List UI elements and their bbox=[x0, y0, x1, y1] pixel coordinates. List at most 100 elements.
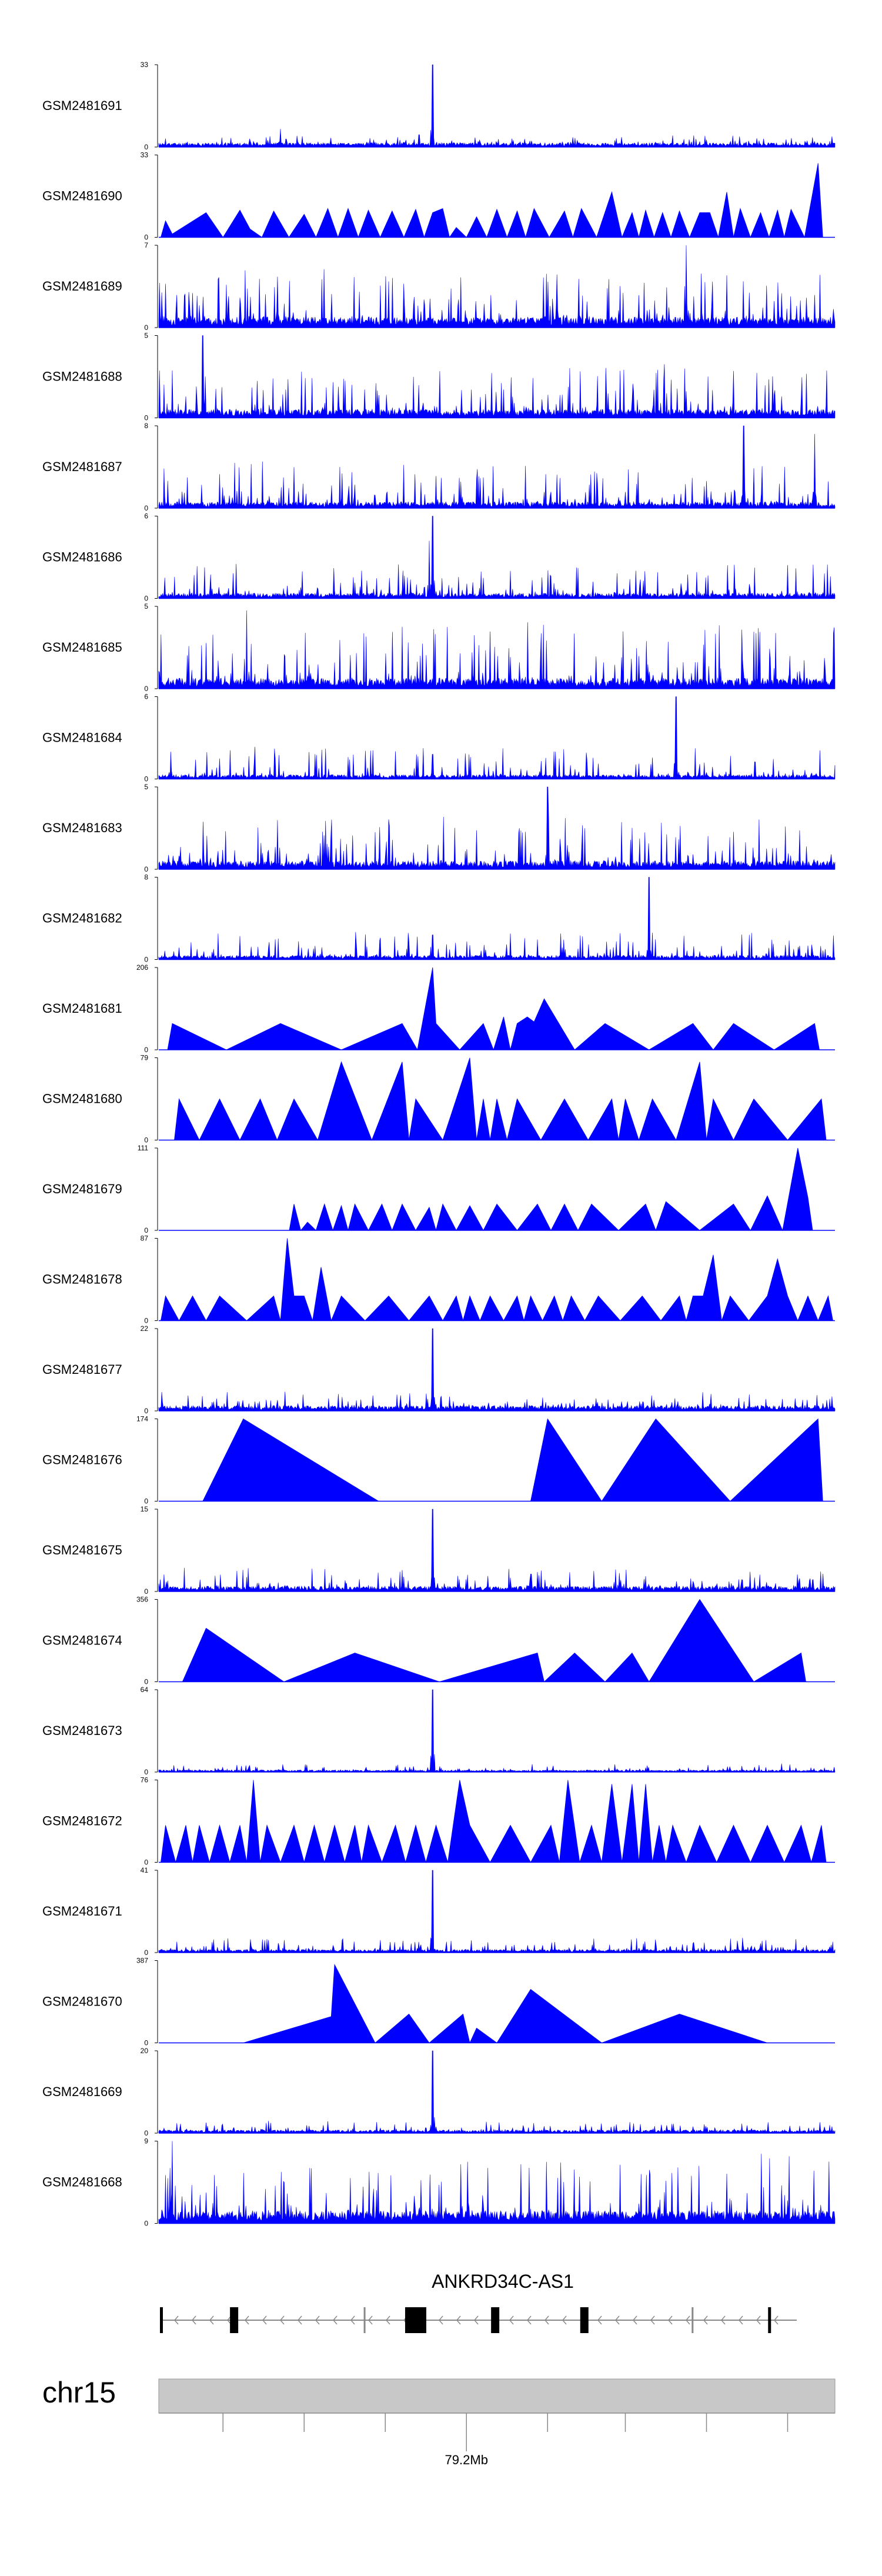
strand-chevron bbox=[262, 2315, 267, 2325]
track-label: GSM2481682 bbox=[42, 911, 122, 926]
y-max-label: 8 bbox=[144, 873, 148, 882]
signal-area bbox=[158, 610, 836, 689]
strand-chevron bbox=[386, 2315, 390, 2325]
track-GSM2481689: GSM2481689 7 0 bbox=[42, 241, 836, 332]
track-GSM2481683: GSM2481683 5 0 bbox=[42, 783, 836, 873]
signal-area bbox=[158, 516, 836, 599]
track-GSM2481669: GSM2481669 20 0 bbox=[42, 2047, 836, 2137]
track-label: GSM2481670 bbox=[42, 1994, 122, 2009]
y-max-label: 8 bbox=[144, 422, 148, 430]
chromosome-band bbox=[158, 2378, 836, 2414]
signal-area bbox=[158, 2141, 836, 2224]
track-GSM2481688: GSM2481688 5 0 bbox=[42, 332, 836, 422]
track-label: GSM2481675 bbox=[42, 1543, 122, 1557]
track-label: GSM2481677 bbox=[42, 1362, 122, 1377]
track-label: GSM2481678 bbox=[42, 1272, 122, 1287]
y-max-label: 76 bbox=[141, 1776, 149, 1784]
y-max-label: 87 bbox=[141, 1234, 149, 1243]
strand-chevron bbox=[192, 2315, 196, 2325]
track-GSM2481691: GSM2481691 33 0 bbox=[42, 61, 836, 151]
strand-chevron bbox=[739, 2315, 743, 2325]
signal-area bbox=[158, 335, 836, 418]
signal-area bbox=[158, 1328, 836, 1412]
track-GSM2481675: GSM2481675 15 0 bbox=[42, 1505, 836, 1596]
strand-chevron bbox=[333, 2315, 338, 2325]
strand-chevron bbox=[280, 2315, 285, 2325]
y-max-label: 22 bbox=[141, 1324, 149, 1333]
y-max-label: 33 bbox=[141, 151, 149, 159]
track-GSM2481687: GSM2481687 8 0 bbox=[42, 422, 836, 512]
strand-chevron bbox=[439, 2315, 443, 2325]
signal-area bbox=[158, 696, 836, 779]
strand-chevron bbox=[756, 2315, 761, 2325]
y-min-label: 0 bbox=[144, 143, 148, 151]
track-label: GSM2481676 bbox=[42, 1453, 122, 1467]
strand-chevron bbox=[245, 2315, 249, 2325]
track-GSM2481674: GSM2481674 356 0 bbox=[42, 1596, 835, 1686]
track-GSM2481671: GSM2481671 41 0 bbox=[42, 1866, 836, 1957]
signal-area bbox=[158, 2050, 836, 2134]
track-GSM2481668: GSM2481668 9 0 bbox=[42, 2137, 836, 2228]
y-min-label: 0 bbox=[144, 2220, 148, 2228]
track-GSM2481685: GSM2481685 5 0 bbox=[42, 602, 836, 693]
strand-chevron bbox=[209, 2315, 214, 2325]
track-GSM2481680: GSM2481680 79 0 bbox=[42, 1054, 835, 1144]
track-label: GSM2481691 bbox=[42, 98, 122, 113]
track-label: GSM2481668 bbox=[42, 2175, 122, 2190]
strand-chevron bbox=[368, 2315, 373, 2325]
signal-area bbox=[289, 1147, 813, 1232]
track-label: GSM2481684 bbox=[42, 730, 122, 745]
signal-area bbox=[158, 786, 836, 870]
y-min-label: 0 bbox=[144, 685, 148, 693]
y-min-label: 0 bbox=[144, 2129, 148, 2137]
track-label: GSM2481674 bbox=[42, 1633, 122, 1648]
strand-chevron bbox=[721, 2315, 726, 2325]
signal-area bbox=[167, 967, 820, 1051]
gene-exon bbox=[768, 2307, 771, 2333]
signal-area bbox=[174, 1057, 827, 1141]
track-GSM2481681: GSM2481681 206 0 bbox=[42, 963, 835, 1054]
signal-area bbox=[158, 1870, 836, 1953]
track-label: GSM2481673 bbox=[42, 1723, 122, 1738]
strand-chevron bbox=[474, 2315, 479, 2325]
track-GSM2481677: GSM2481677 22 0 bbox=[42, 1324, 836, 1415]
track-GSM2481672: GSM2481672 76 0 bbox=[42, 1776, 835, 1867]
track-label: GSM2481671 bbox=[42, 1904, 122, 1918]
y-max-label: 206 bbox=[136, 963, 148, 972]
strand-chevron bbox=[350, 2315, 355, 2325]
strand-chevron bbox=[774, 2315, 779, 2325]
gene-track: ANKRD34C-AS1 bbox=[160, 2271, 797, 2333]
y-min-label: 0 bbox=[144, 504, 148, 512]
y-max-label: 5 bbox=[144, 332, 148, 340]
y-min-label: 0 bbox=[144, 414, 148, 422]
track-GSM2481682: GSM2481682 8 0 bbox=[42, 873, 836, 964]
y-min-label: 0 bbox=[144, 775, 148, 783]
strand-chevron bbox=[315, 2315, 320, 2325]
track-label: GSM2481685 bbox=[42, 640, 122, 655]
y-max-label: 174 bbox=[136, 1415, 148, 1423]
track-label: GSM2481690 bbox=[42, 189, 122, 203]
signal-area bbox=[158, 1689, 836, 1773]
y-max-label: 33 bbox=[141, 61, 149, 69]
track-label: GSM2481672 bbox=[42, 1814, 122, 1828]
y-max-label: 6 bbox=[144, 512, 148, 520]
track-GSM2481678: GSM2481678 87 0 bbox=[42, 1234, 835, 1325]
strand-chevron bbox=[544, 2315, 549, 2325]
gene-exon bbox=[691, 2307, 694, 2333]
track-label: GSM2481686 bbox=[42, 550, 122, 565]
y-min-label: 0 bbox=[144, 1768, 148, 1776]
y-min-label: 0 bbox=[144, 1226, 148, 1234]
signal-area bbox=[160, 163, 823, 239]
strand-chevron bbox=[527, 2315, 532, 2325]
track-GSM2481670: GSM2481670 387 0 bbox=[42, 1957, 835, 2047]
signal-area bbox=[158, 1509, 836, 1592]
track-GSM2481684: GSM2481684 6 0 bbox=[42, 693, 836, 783]
y-max-label: 6 bbox=[144, 693, 148, 701]
signal-area bbox=[158, 245, 836, 328]
y-min-label: 0 bbox=[144, 233, 148, 242]
y-max-label: 9 bbox=[144, 2137, 148, 2145]
signal-tracks: GSM2481691330GSM2481690330GSM248168970GS… bbox=[42, 61, 836, 2228]
track-GSM2481673: GSM2481673 64 0 bbox=[42, 1686, 836, 1776]
signal-area bbox=[161, 1238, 833, 1322]
